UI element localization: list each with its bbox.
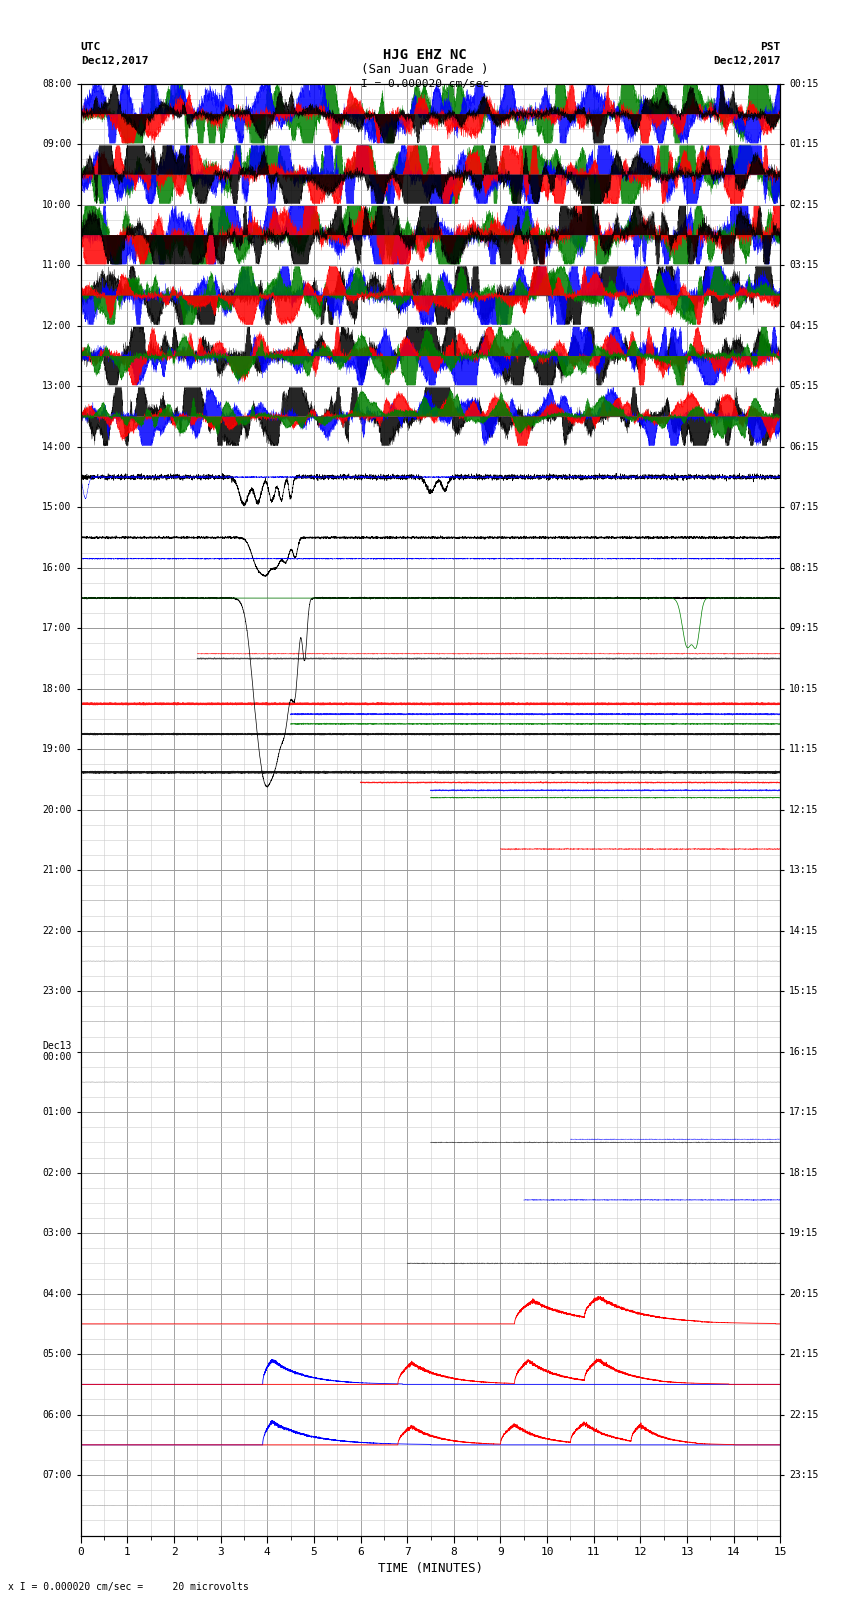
Text: PST: PST (760, 42, 780, 52)
Text: HJG EHZ NC: HJG EHZ NC (383, 48, 467, 61)
Text: (San Juan Grade ): (San Juan Grade ) (361, 63, 489, 76)
X-axis label: TIME (MINUTES): TIME (MINUTES) (378, 1561, 483, 1574)
Text: Dec12,2017: Dec12,2017 (713, 56, 780, 66)
Text: Dec12,2017: Dec12,2017 (81, 56, 148, 66)
Text: I = 0.000020 cm/sec: I = 0.000020 cm/sec (361, 79, 489, 89)
Text: x I = 0.000020 cm/sec =     20 microvolts: x I = 0.000020 cm/sec = 20 microvolts (8, 1582, 249, 1592)
Text: UTC: UTC (81, 42, 101, 52)
